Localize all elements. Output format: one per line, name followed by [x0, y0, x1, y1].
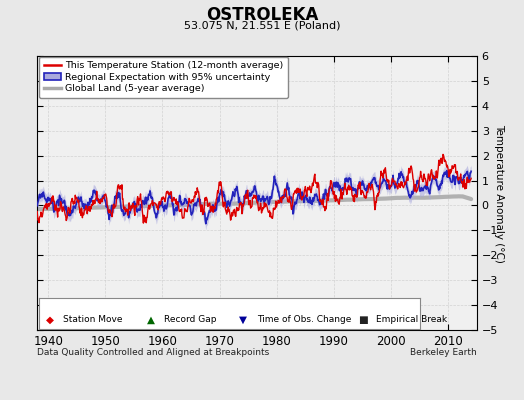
Text: Empirical Break: Empirical Break [376, 315, 447, 324]
Text: Berkeley Earth: Berkeley Earth [410, 348, 477, 357]
Text: ▼: ▼ [239, 314, 247, 324]
Text: Time of Obs. Change: Time of Obs. Change [257, 315, 351, 324]
Text: Record Gap: Record Gap [165, 315, 217, 324]
Text: 53.075 N, 21.551 E (Poland): 53.075 N, 21.551 E (Poland) [184, 21, 340, 31]
Legend: This Temperature Station (12-month average), Regional Expectation with 95% uncer: This Temperature Station (12-month avera… [39, 56, 288, 98]
Text: OSTROLEKA: OSTROLEKA [206, 6, 318, 24]
Text: ◆: ◆ [46, 314, 53, 324]
Text: ■: ■ [358, 314, 368, 324]
Text: Data Quality Controlled and Aligned at Breakpoints: Data Quality Controlled and Aligned at B… [37, 348, 269, 357]
Text: ▲: ▲ [147, 314, 155, 324]
Text: Station Move: Station Move [63, 315, 123, 324]
Y-axis label: Temperature Anomaly (°C): Temperature Anomaly (°C) [494, 124, 504, 262]
